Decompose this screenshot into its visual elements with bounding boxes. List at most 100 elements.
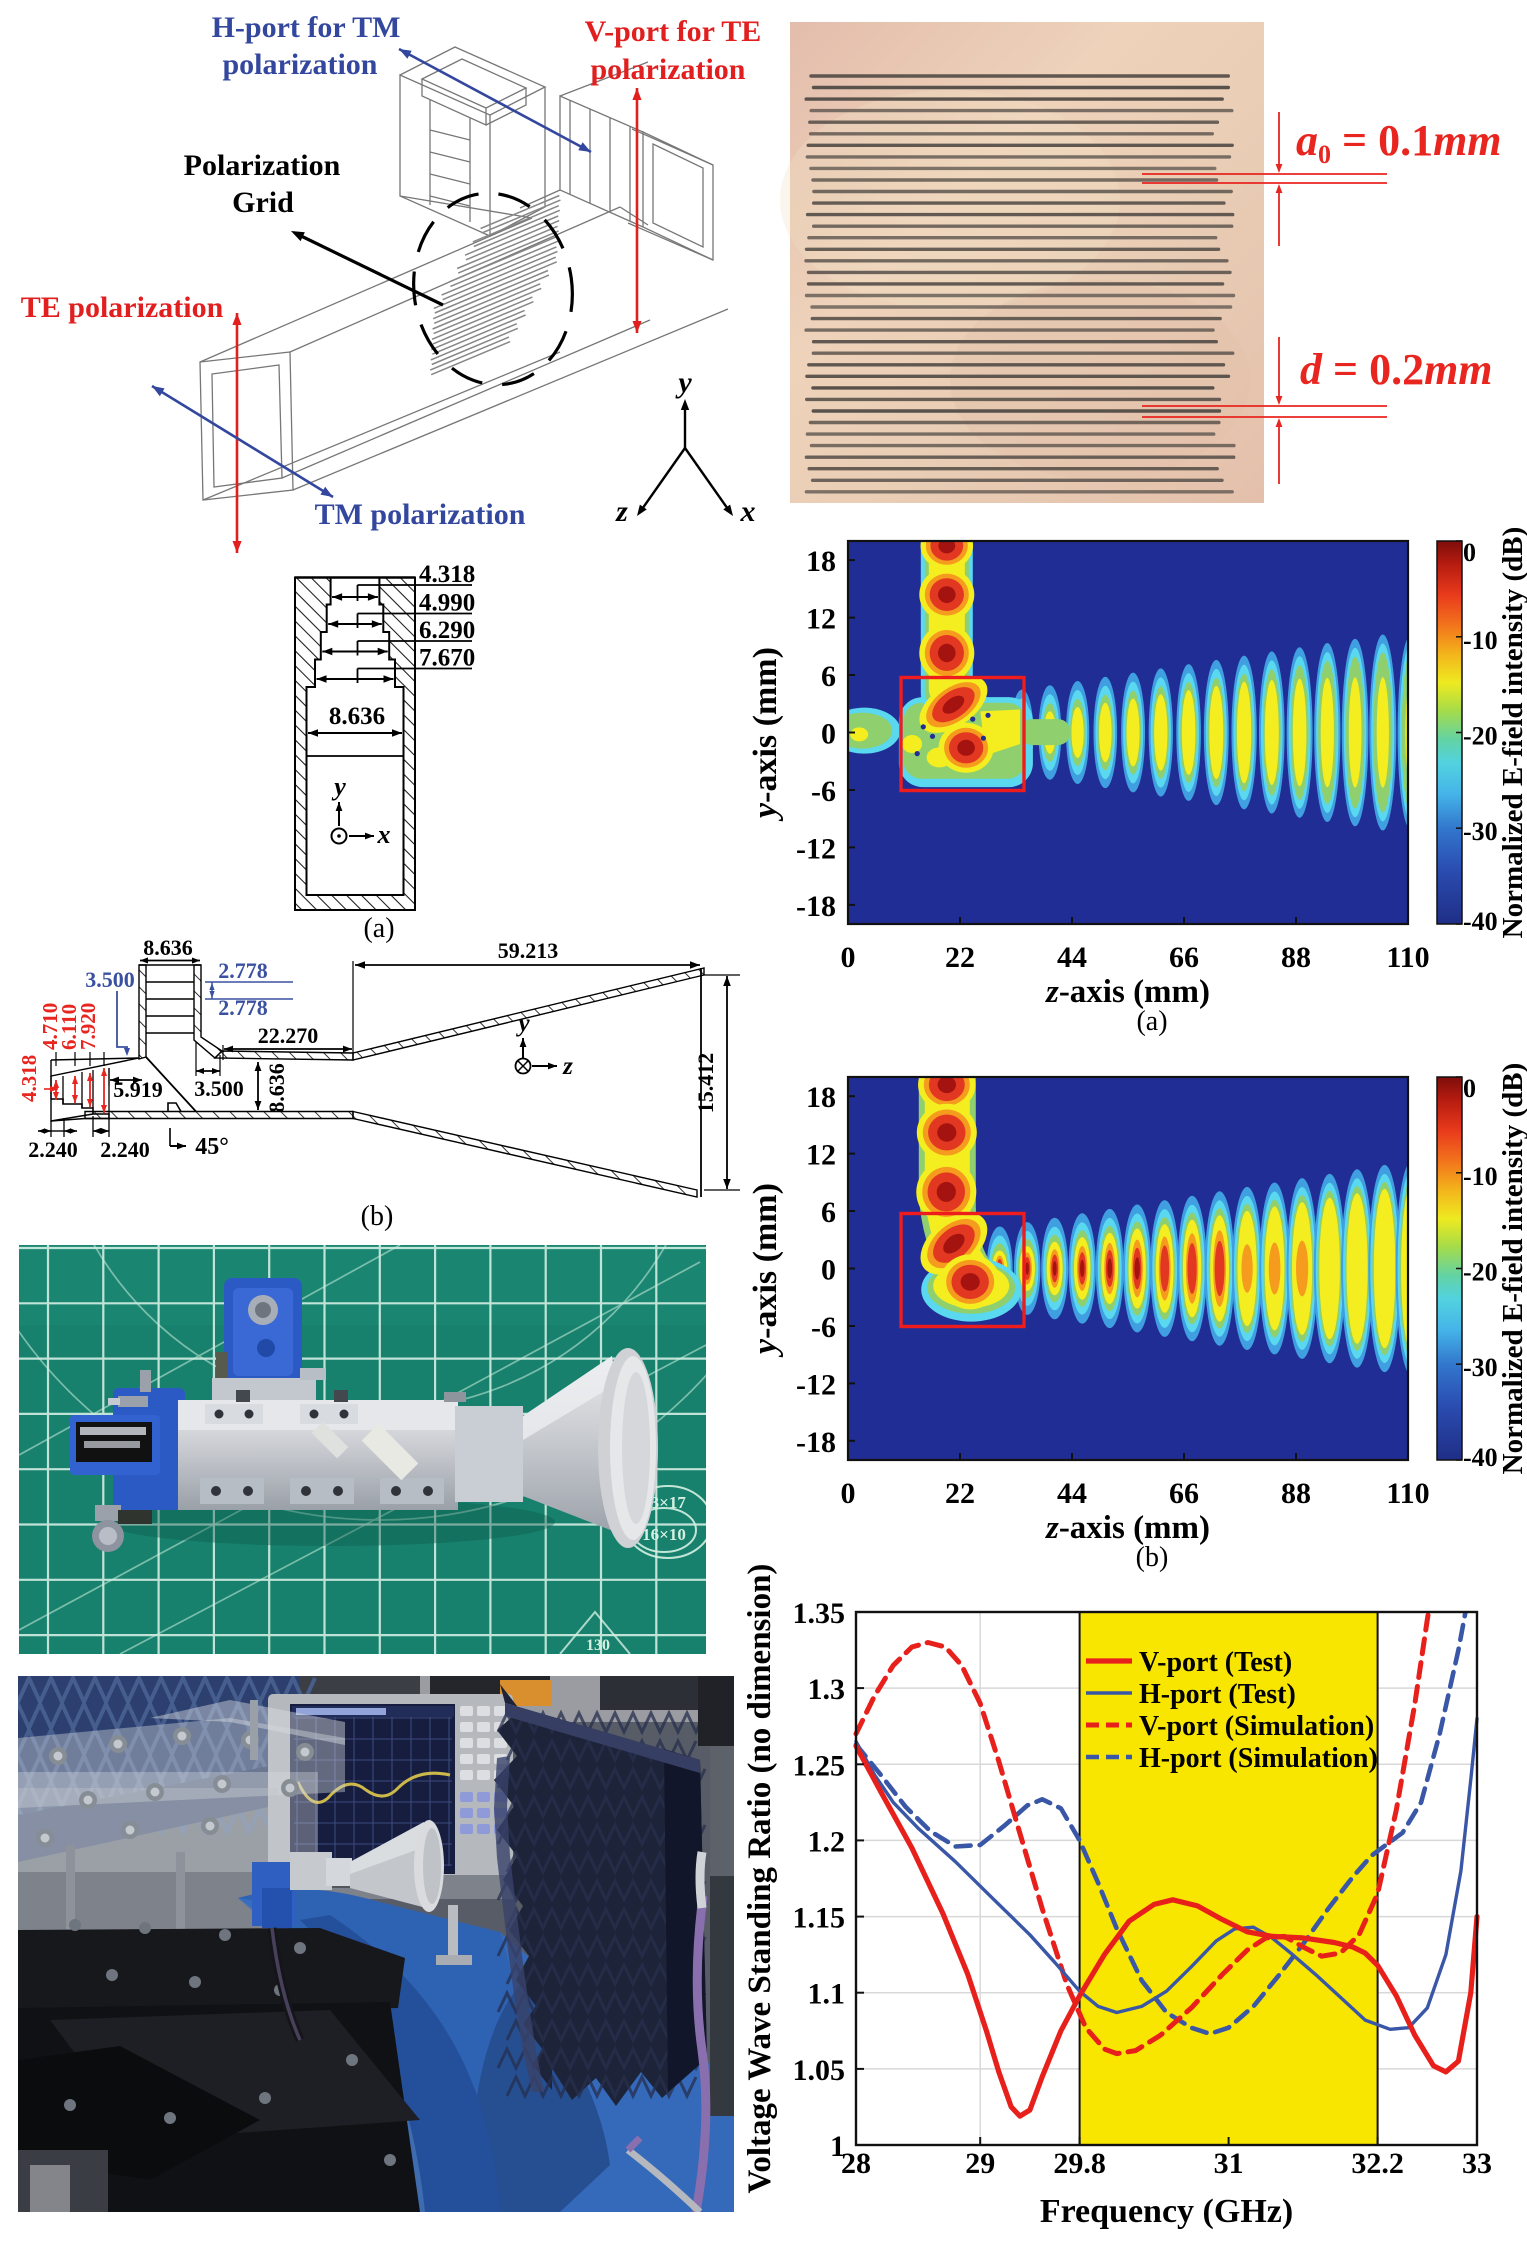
svg-text:22.270: 22.270 <box>258 1023 319 1048</box>
svg-text:7.920: 7.920 <box>76 1003 100 1050</box>
svg-text:66: 66 <box>1169 1477 1199 1510</box>
svg-text:0: 0 <box>841 1477 856 1510</box>
svg-text:45°: 45° <box>195 1134 229 1160</box>
svg-text:110: 110 <box>1386 941 1429 974</box>
svg-text:4.710: 4.710 <box>38 1003 62 1050</box>
svg-text:3.500: 3.500 <box>85 967 135 992</box>
svg-text:-30: -30 <box>1463 817 1498 846</box>
svg-text:3.500: 3.500 <box>194 1076 244 1101</box>
svg-text:Grid: Grid <box>232 186 294 219</box>
svg-text:z: z <box>562 1053 573 1080</box>
svg-text:4.318: 4.318 <box>419 561 475 588</box>
svg-text:8.636: 8.636 <box>329 703 385 730</box>
svg-text:-6: -6 <box>811 775 836 808</box>
svg-text:18: 18 <box>806 545 836 578</box>
svg-text:-10: -10 <box>1463 1162 1498 1191</box>
svg-text:-18: -18 <box>796 890 836 923</box>
svg-text:H-port for TM: H-port for TM <box>212 11 401 44</box>
svg-text:28: 28 <box>841 2147 871 2180</box>
svg-text:130: 130 <box>586 1637 610 1654</box>
svg-text:29.8: 29.8 <box>1053 2147 1106 2180</box>
svg-text:0: 0 <box>821 1254 836 1287</box>
svg-text:66: 66 <box>1169 941 1199 974</box>
svg-text:44: 44 <box>1057 941 1087 974</box>
svg-text:2.778: 2.778 <box>218 958 268 983</box>
svg-text:0: 0 <box>1463 538 1476 567</box>
svg-text:y-axis (mm): y-axis (mm) <box>747 1183 784 1358</box>
svg-text:29: 29 <box>965 2147 995 2180</box>
svg-text:7.670: 7.670 <box>419 645 475 672</box>
svg-text:H-port (Test): H-port (Test) <box>1139 1679 1296 1710</box>
svg-text:V-port for TE: V-port for TE <box>585 15 762 48</box>
svg-text:x: x <box>740 495 756 528</box>
svg-text:polarization: polarization <box>591 53 746 86</box>
svg-text:(b): (b) <box>361 1201 394 1232</box>
svg-text:Polarization: Polarization <box>184 149 341 182</box>
svg-text:22: 22 <box>945 941 975 974</box>
svg-text:1.25: 1.25 <box>793 1749 846 1782</box>
svg-text:1.2: 1.2 <box>808 1825 846 1858</box>
svg-text:22: 22 <box>945 1477 975 1510</box>
svg-text:-40: -40 <box>1463 1443 1498 1472</box>
svg-text:18: 18 <box>806 1081 836 1114</box>
svg-text:1: 1 <box>830 2130 845 2163</box>
svg-text:(a): (a) <box>1136 1006 1167 1037</box>
svg-text:1.35: 1.35 <box>793 1597 846 1630</box>
svg-text:x: x <box>377 820 391 849</box>
svg-text:H-port (Simulation): H-port (Simulation) <box>1139 1743 1378 1774</box>
svg-text:110: 110 <box>1386 1477 1429 1510</box>
svg-text:1.3: 1.3 <box>808 1673 846 1706</box>
svg-text:Normalized E-field intensity (: Normalized E-field intensity (dB) <box>1497 1063 1527 1475</box>
svg-text:d = 0.2mm: d = 0.2mm <box>1300 345 1493 394</box>
svg-text:31: 31 <box>1214 2147 1244 2180</box>
svg-text:0: 0 <box>821 718 836 751</box>
svg-text:2.240: 2.240 <box>100 1137 150 1162</box>
svg-text:-6: -6 <box>811 1311 836 1344</box>
svg-text:V-port (Simulation): V-port (Simulation) <box>1139 1711 1374 1742</box>
svg-text:Frequency (GHz): Frequency (GHz) <box>1040 2193 1293 2230</box>
svg-text:6: 6 <box>821 660 836 693</box>
svg-text:44: 44 <box>1057 1477 1087 1510</box>
svg-text:Normalized E-field intensity (: Normalized E-field intensity (dB) <box>1497 527 1527 939</box>
svg-text:16×10: 16×10 <box>642 1525 686 1544</box>
svg-text:12: 12 <box>806 603 836 636</box>
svg-text:59.213: 59.213 <box>498 938 559 963</box>
svg-text:8.636: 8.636 <box>264 1063 289 1113</box>
svg-text:0: 0 <box>1463 1074 1476 1103</box>
svg-text:V-port (Test): V-port (Test) <box>1139 1647 1292 1678</box>
svg-text:2.240: 2.240 <box>28 1137 78 1162</box>
svg-text:12: 12 <box>806 1139 836 1172</box>
svg-text:z-axis (mm): z-axis (mm) <box>1045 974 1210 1010</box>
svg-text:15.412: 15.412 <box>693 1053 718 1114</box>
svg-text:5.919: 5.919 <box>113 1077 163 1102</box>
svg-text:polarization: polarization <box>223 48 378 81</box>
svg-text:-18: -18 <box>796 1426 836 1459</box>
svg-text:6: 6 <box>821 1196 836 1229</box>
svg-text:TE polarization: TE polarization <box>21 291 224 324</box>
svg-text:32.2: 32.2 <box>1351 2147 1404 2180</box>
svg-text:y-axis (mm): y-axis (mm) <box>747 647 784 822</box>
svg-text:(a): (a) <box>363 913 394 944</box>
svg-text:-12: -12 <box>796 1368 836 1401</box>
svg-text:33: 33 <box>1462 2147 1492 2180</box>
svg-text:88: 88 <box>1281 941 1311 974</box>
svg-text:-20: -20 <box>1463 722 1498 751</box>
svg-text:z: z <box>615 495 628 528</box>
svg-text:a0 = 0.1mm: a0 = 0.1mm <box>1296 116 1502 169</box>
svg-text:1.15: 1.15 <box>793 1902 846 1935</box>
svg-text:-10: -10 <box>1463 626 1498 655</box>
svg-text:1.05: 1.05 <box>793 2054 846 2087</box>
svg-text:88: 88 <box>1281 1477 1311 1510</box>
svg-text:-30: -30 <box>1463 1353 1498 1382</box>
svg-text:TM polarization: TM polarization <box>315 498 526 531</box>
svg-text:-12: -12 <box>796 832 836 865</box>
svg-text:-40: -40 <box>1463 907 1498 936</box>
svg-text:Voltage Wave Standing Ratio (n: Voltage Wave Standing Ratio (no dimensio… <box>742 1564 778 2194</box>
svg-text:z-axis (mm): z-axis (mm) <box>1045 1510 1210 1546</box>
svg-text:4.318: 4.318 <box>17 1055 41 1102</box>
svg-text:6.110: 6.110 <box>57 1004 81 1050</box>
svg-text:1.1: 1.1 <box>808 1978 846 2011</box>
svg-text:y: y <box>675 366 692 399</box>
svg-text:y: y <box>515 1010 530 1037</box>
svg-text:4.990: 4.990 <box>419 590 475 617</box>
